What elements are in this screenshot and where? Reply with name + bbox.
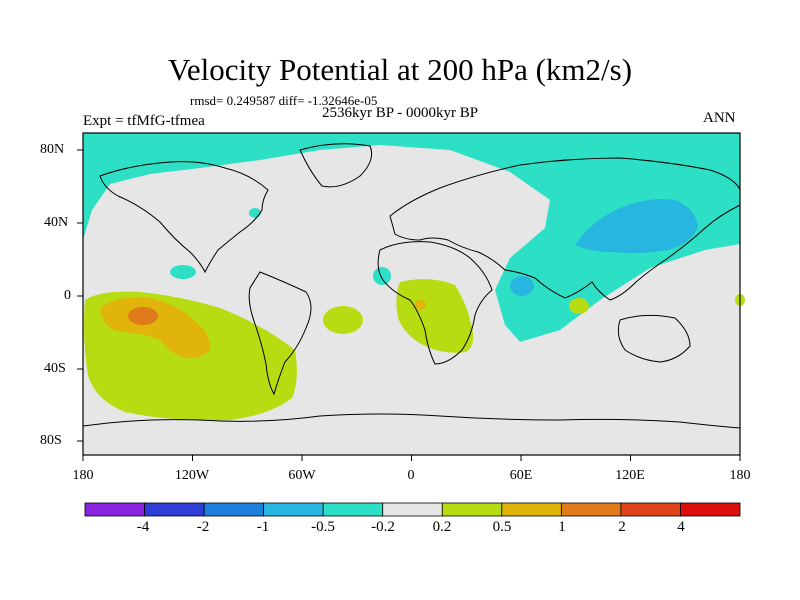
experiment-label: Expt = tfMfG-tfmea (83, 113, 205, 129)
contour-caribbean-teal (170, 265, 196, 279)
contour-indian-blue (510, 276, 534, 296)
y-tick-label: 80N (40, 142, 65, 157)
colorbar-label: 0.5 (492, 519, 512, 535)
coast-antarctica (82, 413, 741, 429)
colorbar-swatch (382, 502, 443, 517)
coast-eurasia (389, 157, 741, 301)
x-tick-label: 60E (509, 468, 533, 483)
colorbar-label: -1 (256, 519, 270, 535)
contour-africa-yellow (396, 279, 474, 353)
y-tick-label: 80S (40, 433, 62, 448)
contour-greatlakes-teal (249, 208, 261, 218)
colorbar-swatch (84, 502, 145, 517)
coastlines (82, 143, 741, 429)
colorbar-label: -4 (136, 519, 150, 535)
colorbar (84, 502, 741, 517)
period-label: 2536kyr BP - 0000kyr BP (322, 105, 479, 121)
coast-greenland (299, 143, 373, 188)
contour-asia-blue (575, 199, 698, 254)
contour-natl-teal (373, 267, 391, 285)
x-tick-label: 180 (72, 468, 94, 483)
contour-arctic-teal (83, 133, 740, 342)
colorbar-label: 4 (677, 519, 685, 535)
axis-ticks (77, 149, 741, 461)
x-tick-label: 0 (407, 468, 415, 483)
contour-indian-yellow (569, 298, 589, 314)
y-tick-label: 40S (44, 361, 66, 376)
colorbar-swatch (620, 502, 681, 517)
season-label: ANN (703, 110, 736, 126)
colorbar-label: -2 (196, 519, 210, 535)
contour-spacific-orange (100, 297, 211, 359)
colorbar-swatch (680, 502, 741, 517)
x-tick-label: 60W (288, 468, 316, 483)
colorbar-swatch (144, 502, 205, 517)
colorbar-swatch (441, 502, 503, 517)
coast-australia (617, 314, 691, 363)
x-tick-label: 180 (729, 468, 751, 483)
colorbar-label: -0.5 (311, 519, 335, 535)
colorbar-swatch (560, 502, 622, 517)
y-tick-label: 0 (64, 288, 71, 303)
colorbar-swatch (322, 502, 384, 517)
colorbar-swatch (501, 502, 562, 517)
coast-north-america (99, 161, 269, 274)
y-tick-label: 40N (44, 215, 69, 230)
colorbar-label: -0.2 (371, 519, 395, 535)
contour-africa-orange (414, 300, 426, 310)
colorbar-swatch (263, 502, 324, 517)
stats-line: rmsd= 0.249587 diff= -1.32646e-05 (190, 93, 378, 108)
contour-atlantic-yellow (323, 306, 363, 334)
plot-title: Velocity Potential at 200 hPa (km2/s) (167, 52, 633, 87)
coast-south-america (248, 271, 312, 396)
x-tick-label: 120E (615, 468, 645, 483)
colorbar-label: 0.2 (432, 519, 452, 535)
colorbar-label: 2 (618, 519, 626, 535)
contour-fields (83, 133, 745, 421)
colorbar-swatch (203, 502, 265, 517)
x-tick-label: 120W (174, 468, 210, 483)
coast-africa (377, 241, 493, 365)
contour-spacific-core (128, 307, 158, 325)
colorbar-label: 1 (558, 519, 566, 535)
